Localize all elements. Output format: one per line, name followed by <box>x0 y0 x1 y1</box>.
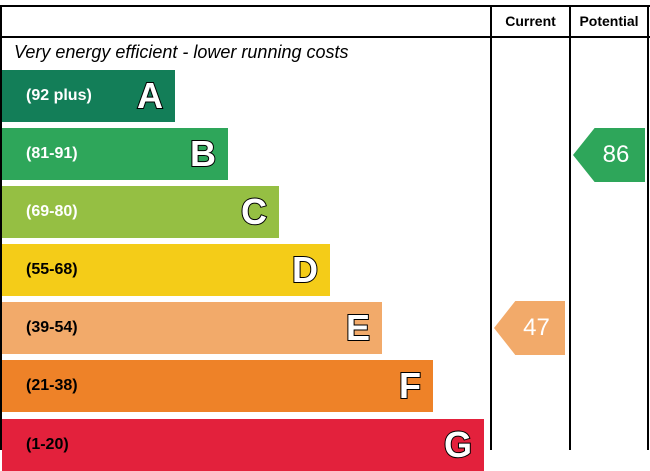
band-range: (1-20) <box>26 436 69 453</box>
band-letter: E <box>345 306 371 349</box>
band-range: (92 plus) <box>26 87 92 104</box>
band-range: (55-68) <box>26 261 78 278</box>
band-bar-a: (92 plus) A <box>2 70 175 122</box>
band-range: (81-91) <box>26 145 78 162</box>
band-bar-g: (1-20) G <box>2 419 484 471</box>
band-letter: G <box>443 423 473 466</box>
band-bar-b: (81-91) B <box>2 128 228 180</box>
current-rating-value: 47 <box>523 314 550 341</box>
band-bar-e: (39-54) E <box>2 302 382 354</box>
band-letter: C <box>240 190 268 233</box>
band-range: (21-38) <box>26 377 78 394</box>
top-border <box>0 5 650 7</box>
band-letter: D <box>291 248 319 291</box>
band-range: (39-54) <box>26 319 78 336</box>
potential-rating-value: 86 <box>602 141 630 168</box>
band-range: (69-80) <box>26 203 78 220</box>
band-bar-f: (21-38) F <box>2 360 433 412</box>
header-divider <box>0 36 650 38</box>
band-bar-c: (69-80) C <box>2 186 279 238</box>
left-border <box>0 5 2 450</box>
current-column-divider <box>490 5 492 450</box>
right-border <box>647 5 649 450</box>
band-letter: F <box>398 364 422 407</box>
top-caption: Very energy efficient - lower running co… <box>14 42 349 62</box>
potential-header: Potential <box>579 13 639 29</box>
band-bar-d: (55-68) D <box>2 244 330 296</box>
potential-rating-arrow: 86 <box>573 128 645 182</box>
band-letter: B <box>189 132 217 175</box>
potential-column-divider <box>569 5 571 450</box>
current-rating-arrow: 47 <box>494 301 565 355</box>
band-letter: A <box>136 74 164 117</box>
current-header: Current <box>505 13 556 29</box>
